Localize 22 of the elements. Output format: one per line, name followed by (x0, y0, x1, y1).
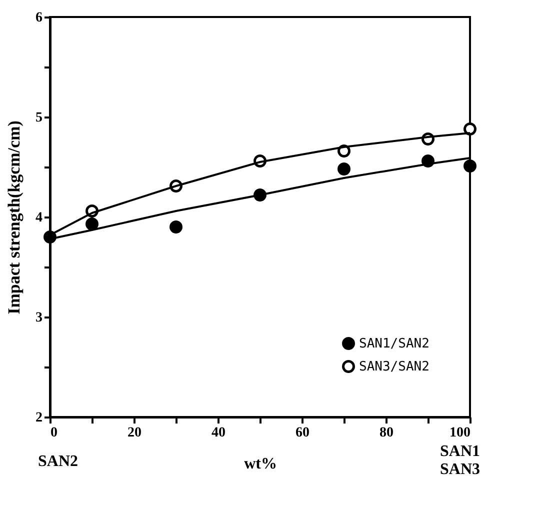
point (170, 220, 182, 234)
x-axis-title: wt% (244, 456, 277, 472)
point (464, 122, 476, 136)
text: SAN2 (38, 453, 78, 470)
y-tick-label: 2 (36, 410, 42, 426)
y-axis-title: Impact strength(kgcm/cm) (4, 120, 24, 314)
point (464, 160, 476, 172)
x-tick-label: 80 (380, 426, 394, 440)
y-tick-label: 5 (36, 110, 42, 126)
legend-label: SAN1/SAN2 (359, 336, 430, 352)
x-tick-label: 20 (128, 426, 142, 440)
x-tick-label: 40 (212, 426, 226, 440)
y-tick-label: 3 (36, 310, 42, 326)
x-tick-label: 0 (50, 426, 58, 440)
x-tick-label: 60 (296, 426, 310, 440)
legend-label: SAN3/SAN2 (359, 360, 430, 374)
x-tick-label: 100 (450, 426, 470, 440)
point (338, 162, 350, 176)
y-tick-label: 6 (36, 10, 42, 26)
y-tick-label: 4 (36, 210, 42, 226)
text: SAN1 SAN3 (440, 443, 480, 478)
point (86, 218, 98, 230)
